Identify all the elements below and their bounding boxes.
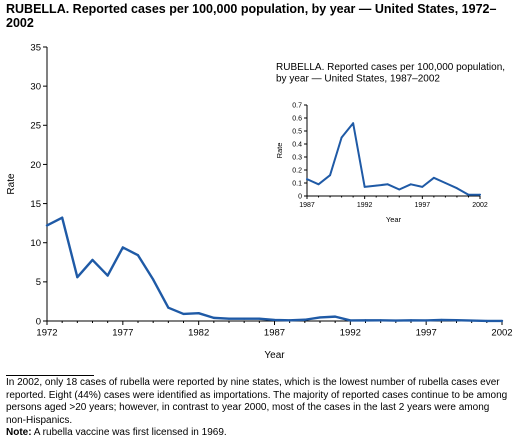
data-point (455, 319, 458, 322)
data-point (340, 136, 343, 139)
data-point (152, 278, 155, 281)
data-point (479, 193, 481, 196)
data-point (500, 319, 504, 323)
y-tick-label: 0.1 (292, 180, 302, 187)
y-tick-label: 0.7 (292, 102, 302, 109)
x-tick-label: 2002 (472, 202, 488, 209)
y-tick-label: 20 (30, 160, 41, 171)
data-point (409, 319, 413, 322)
series-line (306, 122, 481, 196)
y-axis-label: Rate (275, 143, 284, 159)
main-chart: 0 5 10 15 20 25 30 35 1972 1977 1982 1987 1992 1997 20… (6, 42, 513, 361)
data-point (363, 186, 366, 188)
y-axis-label: Rate (6, 173, 17, 195)
footnote-text: In 2002, only 18 cases of rubella were r… (6, 377, 508, 426)
data-point (375, 184, 378, 187)
data-point (212, 316, 215, 319)
y-tick-label: 15 (30, 199, 41, 210)
data-point (398, 188, 401, 191)
data-point (364, 319, 367, 322)
y-tick-label: 10 (30, 238, 41, 249)
data-point (379, 319, 382, 322)
y-tick-label: 0.4 (292, 141, 302, 148)
data-point (485, 319, 488, 323)
x-tick-label: 1987 (299, 202, 315, 209)
inset-title-line: by year — United States, 1987–2002 (276, 74, 440, 85)
data-point (91, 258, 94, 262)
data-point (136, 254, 140, 257)
data-point (467, 193, 470, 196)
data-point (197, 312, 200, 315)
data-point (306, 178, 308, 181)
data-point (258, 317, 261, 320)
x-tick-label: 1992 (340, 328, 361, 339)
y-tick-label: 0.3 (292, 154, 302, 161)
x-tick-label: 1982 (188, 328, 209, 339)
footnote-rule (6, 375, 94, 376)
data-point (61, 216, 64, 219)
data-point (288, 319, 291, 322)
x-tick-label: 1997 (416, 328, 437, 339)
data-point (456, 187, 458, 190)
data-point (106, 274, 109, 277)
note-label: Note: (6, 427, 32, 438)
y-tick-label: 35 (30, 42, 41, 53)
y-tick-label: 5 (36, 277, 41, 288)
inset-title-line: RUBELLA. Reported cases per 100,000 popu… (276, 62, 505, 73)
data-point (303, 318, 306, 321)
data-point (425, 319, 428, 322)
x-axis-label: Year (264, 350, 285, 361)
series-line (45, 216, 504, 323)
x-tick-label: 1997 (415, 202, 431, 209)
data-point (334, 315, 337, 318)
inset-title: RUBELLA. Reported cases per 100,000 popu… (276, 62, 505, 85)
data-point (432, 176, 435, 179)
data-point (273, 318, 276, 322)
data-point (394, 319, 397, 322)
y-tick-label: 25 (30, 121, 41, 132)
y-tick-label: 0.6 (292, 115, 302, 122)
y-tick-label: 30 (30, 81, 41, 92)
x-tick-label: 1972 (36, 328, 57, 339)
y-tick-label: 0 (36, 316, 41, 327)
data-point (121, 246, 124, 249)
data-point (227, 317, 231, 320)
y-tick-label: 0 (298, 193, 302, 200)
data-point (317, 183, 320, 186)
data-point (421, 186, 424, 188)
data-point (444, 182, 447, 184)
data-point (329, 174, 331, 177)
data-point (76, 276, 79, 279)
data-point (409, 183, 412, 186)
x-tick-label: 2002 (491, 328, 512, 339)
data-point (440, 318, 443, 321)
x-tick-label: 1977 (112, 328, 133, 339)
data-point (182, 312, 185, 316)
data-point (167, 306, 170, 309)
data-point (243, 317, 246, 320)
data-point (318, 316, 322, 319)
note-text: A rubella vaccine was first licensed in … (31, 427, 227, 438)
y-tick-label: 0.2 (292, 167, 302, 174)
x-tick-label: 1992 (357, 202, 373, 209)
data-point (470, 319, 473, 322)
y-tick-label: 0.5 (292, 128, 302, 135)
data-point (45, 224, 49, 227)
data-point (352, 122, 355, 125)
data-point (349, 319, 352, 322)
chart-title: RUBELLA. Reported cases per 100,000 popu… (6, 2, 497, 30)
footnote: In 2002, only 18 cases of rubella were r… (6, 377, 512, 440)
data-point (386, 183, 389, 186)
x-axis-label: Year (386, 215, 402, 224)
x-tick-label: 1987 (264, 328, 285, 339)
inset-chart: RUBELLA. Reported cases per 100,000 popu… (275, 62, 505, 224)
